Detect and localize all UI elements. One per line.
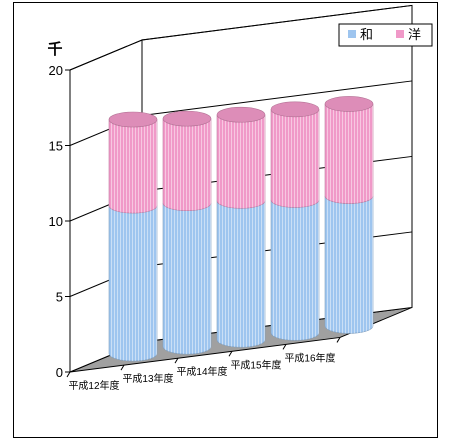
legend-box: [338, 23, 433, 47]
cylinder-top: [270, 101, 320, 118]
bar-segment-texture: [109, 205, 157, 362]
legend-swatch-you: [396, 30, 404, 38]
cylinder-1: [108, 111, 158, 362]
legend: 和 洋: [338, 23, 433, 47]
bar-segment-texture: [109, 119, 157, 214]
x-tick-mark: [120, 364, 125, 371]
bar-segment-texture: [217, 114, 265, 209]
x-tick-mark: [336, 337, 341, 343]
bar-segment-texture: [217, 200, 265, 348]
x-category-label: 平成12年度: [68, 379, 119, 392]
cylinder-5: [324, 96, 374, 334]
bar-segment-texture: [325, 103, 373, 204]
cylinder-4: [270, 101, 320, 341]
cylinder-2: [162, 110, 212, 355]
y-tick-label: 0: [56, 365, 63, 380]
x-tick-mark: [66, 371, 71, 378]
bar-segment-texture: [271, 109, 319, 208]
y-tick-label: 5: [56, 290, 63, 305]
x-category-label: 平成15年度: [230, 358, 281, 371]
cylinder-top: [162, 110, 212, 127]
cylinders: [108, 96, 374, 362]
bar-segment-texture: [163, 118, 211, 211]
cylinder-top: [108, 111, 158, 128]
bar-segment-texture: [271, 199, 319, 341]
legend-label-you: 洋: [408, 27, 421, 42]
cylinder-3: [216, 106, 266, 348]
bar-segment-texture: [325, 196, 373, 334]
legend-swatch-wa: [348, 30, 356, 38]
x-tick-mark: [228, 351, 233, 357]
x-tick-mark: [174, 357, 179, 364]
y-axis: 千 0 5 10 15 20: [47, 41, 70, 380]
y-unit-label: 千: [47, 41, 62, 58]
cylinder-top: [216, 106, 266, 123]
x-category-label: 平成14年度: [176, 365, 227, 378]
x-tick-mark: [282, 344, 287, 350]
bar-segment-texture: [163, 203, 211, 355]
y-tick-label: 15: [49, 139, 63, 154]
legend-label-wa: 和: [360, 27, 373, 42]
y-tick-label: 10: [49, 214, 63, 229]
gridline: [69, 4, 413, 71]
y-tick-label: 20: [49, 63, 63, 78]
x-category-label: 平成13年度: [122, 372, 173, 385]
x-category-label: 平成16年度: [284, 351, 335, 364]
cylinder-top: [324, 96, 374, 112]
